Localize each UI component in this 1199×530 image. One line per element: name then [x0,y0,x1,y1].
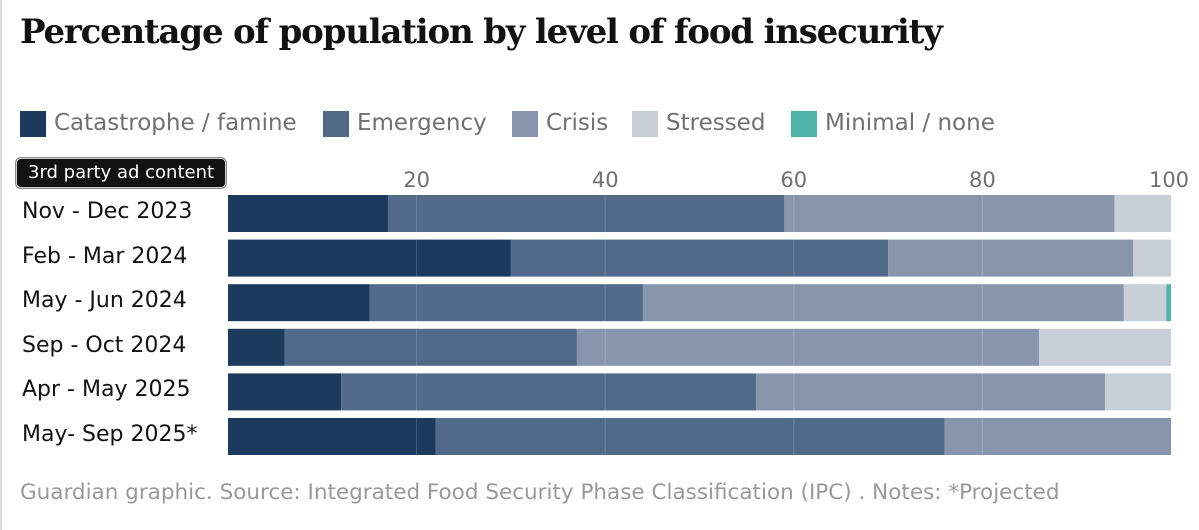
bar-segment-catastrophe-famine-0 [228,195,389,232]
legend-label-minimal: Minimal / none [825,110,995,136]
bar-segment-emergency-1 [510,239,889,277]
bar-segment-minimal-none-2 [1166,284,1171,322]
bar-segment-crisis-4 [756,373,1105,411]
bar-segment-crisis-2 [642,284,1124,322]
legend-label-catastrophe: Catastrophe / famine [54,110,297,136]
legend-label-emergency: Emergency [357,110,487,136]
bar-segment-crisis-5 [944,418,1171,455]
bar-segment-emergency-0 [388,195,785,232]
bar-segment-stressed-3 [1038,328,1171,366]
bar-segment-catastrophe-famine-5 [228,418,436,455]
stacked-bar-chart: 20 40 60 80 100 [228,168,1189,456]
bar-segment-stressed-4 [1104,373,1171,411]
x-tick-label-40: 40 [592,168,619,192]
legend-swatch-stressed [632,111,658,137]
bar-segment-emergency-3 [284,328,577,366]
x-tick-label-80: 80 [969,168,996,192]
bar-segment-stressed-2 [1123,284,1167,322]
legend-swatch-crisis [512,111,538,137]
bar-segment-crisis-0 [784,195,1115,232]
legend-label-stressed: Stressed [666,110,766,136]
bar-segment-crisis-3 [576,328,1039,366]
category-label: Feb - Mar 2024 [22,243,188,269]
x-tick-label-100: 100 [1149,168,1189,192]
bar-segment-catastrophe-famine-3 [228,328,285,366]
category-label: Sep - Oct 2024 [22,332,187,358]
legend-swatch-emergency [323,111,349,137]
source-footnote: Guardian graphic. Source: Integrated Foo… [20,480,1060,505]
category-label: May- Sep 2025* [22,422,198,447]
bar-segment-emergency-4 [341,373,757,411]
bar-segment-emergency-2 [369,284,643,322]
category-label: May - Jun 2024 [22,288,187,314]
bar-segment-catastrophe-famine-4 [228,373,342,411]
bar-segment-catastrophe-famine-1 [228,239,511,277]
legend-swatch-minimal [791,111,817,137]
bar-segment-stressed-1 [1133,239,1171,277]
left-border-rule [0,0,2,530]
bar-segment-stressed-0 [1114,195,1171,232]
category-label: Nov - Dec 2023 [22,199,193,224]
x-tick-label-60: 60 [780,168,807,192]
bar-segment-emergency-5 [435,418,945,455]
category-label: Apr - May 2025 [22,377,191,403]
legend-swatch-catastrophe [20,111,46,137]
bar-segment-crisis-1 [888,239,1134,277]
chart-title: Percentage of population by level of foo… [20,12,943,52]
x-tick-label-20: 20 [403,168,430,192]
third-party-ad-badge[interactable]: 3rd party ad content [16,158,227,188]
legend-label-crisis: Crisis [546,110,609,136]
bar-segment-catastrophe-famine-2 [228,284,370,322]
